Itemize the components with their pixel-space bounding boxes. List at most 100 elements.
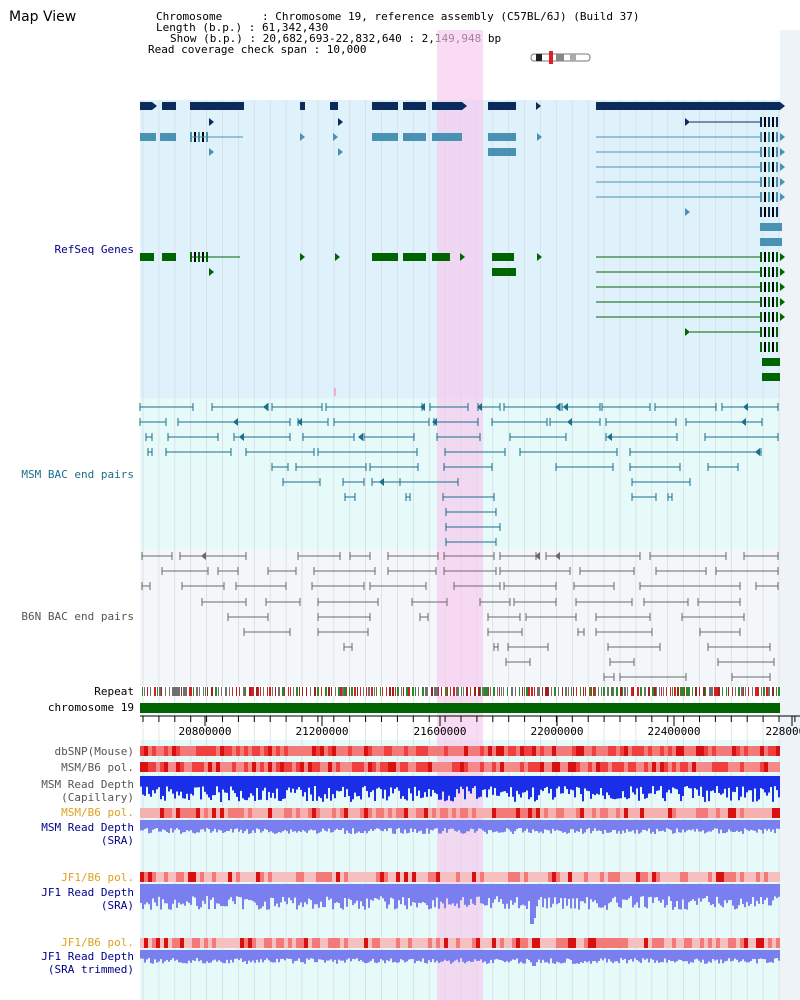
msm-bac-pairs[interactable] (139, 403, 779, 546)
repeat-element (659, 687, 660, 696)
depth-bar (686, 820, 688, 831)
heat-cell (368, 872, 372, 882)
depth-bar (442, 776, 444, 792)
heat-cell (296, 762, 300, 772)
chromosome-ideogram[interactable] (530, 51, 591, 64)
depth-bar (366, 884, 368, 899)
depth-bar (706, 950, 708, 964)
depth-bar (538, 884, 540, 900)
depth-bar (372, 776, 374, 791)
exon (776, 177, 778, 187)
depth-bar (408, 884, 410, 899)
depth-bar (148, 950, 150, 959)
depth-bar (694, 884, 696, 901)
heat-cell (216, 762, 220, 772)
heat-cell (304, 938, 308, 948)
heat-cell (188, 762, 192, 772)
depth-bar (254, 950, 256, 963)
heat-cell (652, 938, 656, 948)
exon (764, 177, 766, 187)
polymorphism-tracks[interactable] (140, 746, 780, 948)
depth-bar (270, 950, 272, 962)
depth-bar (644, 950, 646, 960)
exon (764, 162, 766, 172)
depth-bar (396, 950, 398, 963)
depth-bar (282, 820, 284, 832)
heat-cell (196, 808, 200, 818)
repeat-element (573, 687, 574, 696)
depth-bar (372, 950, 374, 959)
depth-bar (178, 950, 180, 963)
read-depth-tracks[interactable] (140, 776, 780, 966)
depth-bar (460, 776, 462, 787)
heat-cell (236, 872, 240, 882)
depth-bar (310, 820, 312, 830)
repeat-element (154, 687, 156, 696)
repeat-element (670, 687, 671, 696)
depth-bar (500, 950, 502, 961)
depth-bar (196, 776, 198, 788)
depth-bar (410, 776, 412, 794)
heat-cell (764, 746, 768, 756)
heat-cell (424, 808, 428, 818)
heat-cell (188, 746, 192, 756)
depth-bar (706, 776, 708, 791)
heat-cell (160, 872, 164, 882)
depth-bar (718, 776, 720, 793)
heat-cell (184, 808, 188, 818)
depth-bar (352, 950, 354, 959)
depth-bar (446, 950, 448, 962)
exon (160, 133, 176, 141)
depth-bar (766, 884, 768, 898)
repeat-element (686, 687, 688, 696)
heat-cell (504, 938, 508, 948)
depth-bar (198, 820, 200, 833)
repeat-element (763, 687, 765, 696)
depth-bar (736, 776, 738, 787)
depth-bar (544, 884, 546, 899)
depth-bar (420, 950, 422, 962)
heat-cell (212, 746, 216, 756)
depth-bar (478, 776, 480, 798)
depth-bar (260, 776, 262, 800)
depth-bar (408, 776, 410, 789)
depth-bar (632, 776, 634, 793)
depth-bar (286, 776, 288, 791)
depth-bar (582, 950, 584, 963)
heat-cell (272, 872, 276, 882)
refseq-genes[interactable] (140, 102, 785, 396)
heat-cell (216, 746, 220, 756)
strand-arrow (432, 418, 437, 426)
repeat-element (431, 687, 433, 696)
depth-bar (350, 950, 352, 962)
depth-bar (734, 776, 736, 793)
heat-cell (676, 746, 680, 756)
b6n-bac-pairs[interactable] (141, 552, 779, 681)
depth-bar (488, 820, 490, 831)
chromosome-bar[interactable] (140, 703, 780, 713)
depth-bar (366, 776, 368, 792)
heat-cell (156, 808, 160, 818)
depth-bar (452, 776, 454, 802)
depth-bar (276, 884, 278, 904)
depth-bar (418, 884, 420, 903)
depth-bar (618, 950, 620, 964)
depth-bar (298, 776, 300, 788)
repeat-element (310, 687, 311, 696)
depth-bar (682, 884, 684, 900)
depth-bar (434, 776, 436, 793)
heat-cell (324, 762, 328, 772)
depth-bar (552, 950, 554, 964)
depth-bar (512, 776, 514, 797)
depth-bar (430, 820, 432, 830)
depth-bar (448, 776, 450, 796)
depth-bar (436, 776, 438, 795)
heat-cell (456, 872, 460, 882)
depth-bar (648, 884, 650, 898)
depth-bar (606, 884, 608, 910)
depth-bar (670, 776, 672, 794)
depth-bar (528, 776, 530, 800)
heat-cell (472, 746, 476, 756)
repeat-track[interactable] (140, 687, 780, 696)
